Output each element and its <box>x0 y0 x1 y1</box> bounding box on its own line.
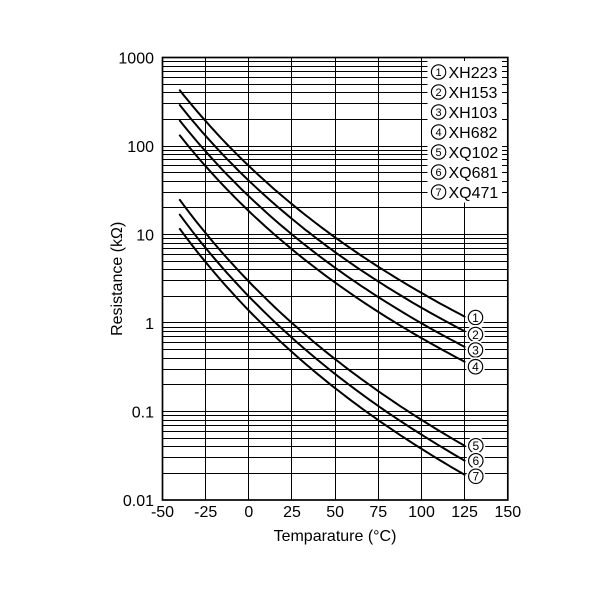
svg-text:5: 5 <box>472 439 479 453</box>
svg-text:1: 1 <box>436 67 442 79</box>
svg-text:7: 7 <box>436 187 442 199</box>
svg-text:1: 1 <box>472 311 479 325</box>
svg-text:0.01: 0.01 <box>123 493 154 510</box>
svg-text:2: 2 <box>472 328 479 342</box>
svg-text:150: 150 <box>494 504 521 521</box>
svg-text:1: 1 <box>145 316 154 333</box>
svg-text:100: 100 <box>127 139 154 156</box>
svg-text:Resistance (kΩ): Resistance (kΩ) <box>109 222 126 336</box>
svg-text:6: 6 <box>436 167 442 179</box>
svg-text:50: 50 <box>326 504 344 521</box>
svg-text:Temparature (°C): Temparature (°C) <box>274 528 397 545</box>
svg-text:XH223: XH223 <box>449 65 498 82</box>
svg-text:XQ681: XQ681 <box>449 165 499 182</box>
svg-text:3: 3 <box>472 343 479 357</box>
svg-text:XH103: XH103 <box>449 105 498 122</box>
svg-text:XQ102: XQ102 <box>449 145 499 162</box>
svg-text:3: 3 <box>436 107 442 119</box>
svg-text:4: 4 <box>472 360 479 374</box>
svg-text:6: 6 <box>472 454 479 468</box>
svg-text:XH682: XH682 <box>449 125 498 142</box>
svg-text:-25: -25 <box>194 504 217 521</box>
svg-text:XQ471: XQ471 <box>449 185 499 202</box>
svg-text:XH153: XH153 <box>449 85 498 102</box>
svg-text:100: 100 <box>408 504 435 521</box>
svg-text:10: 10 <box>136 227 154 244</box>
svg-text:0.1: 0.1 <box>132 404 154 421</box>
svg-text:75: 75 <box>369 504 387 521</box>
svg-text:4: 4 <box>436 127 442 139</box>
svg-text:5: 5 <box>436 147 442 159</box>
svg-text:7: 7 <box>472 470 479 484</box>
svg-text:25: 25 <box>283 504 301 521</box>
svg-text:125: 125 <box>451 504 478 521</box>
svg-text:1000: 1000 <box>118 50 154 67</box>
svg-text:2: 2 <box>436 87 442 99</box>
svg-text:0: 0 <box>244 504 253 521</box>
svg-text:-50: -50 <box>151 504 174 521</box>
